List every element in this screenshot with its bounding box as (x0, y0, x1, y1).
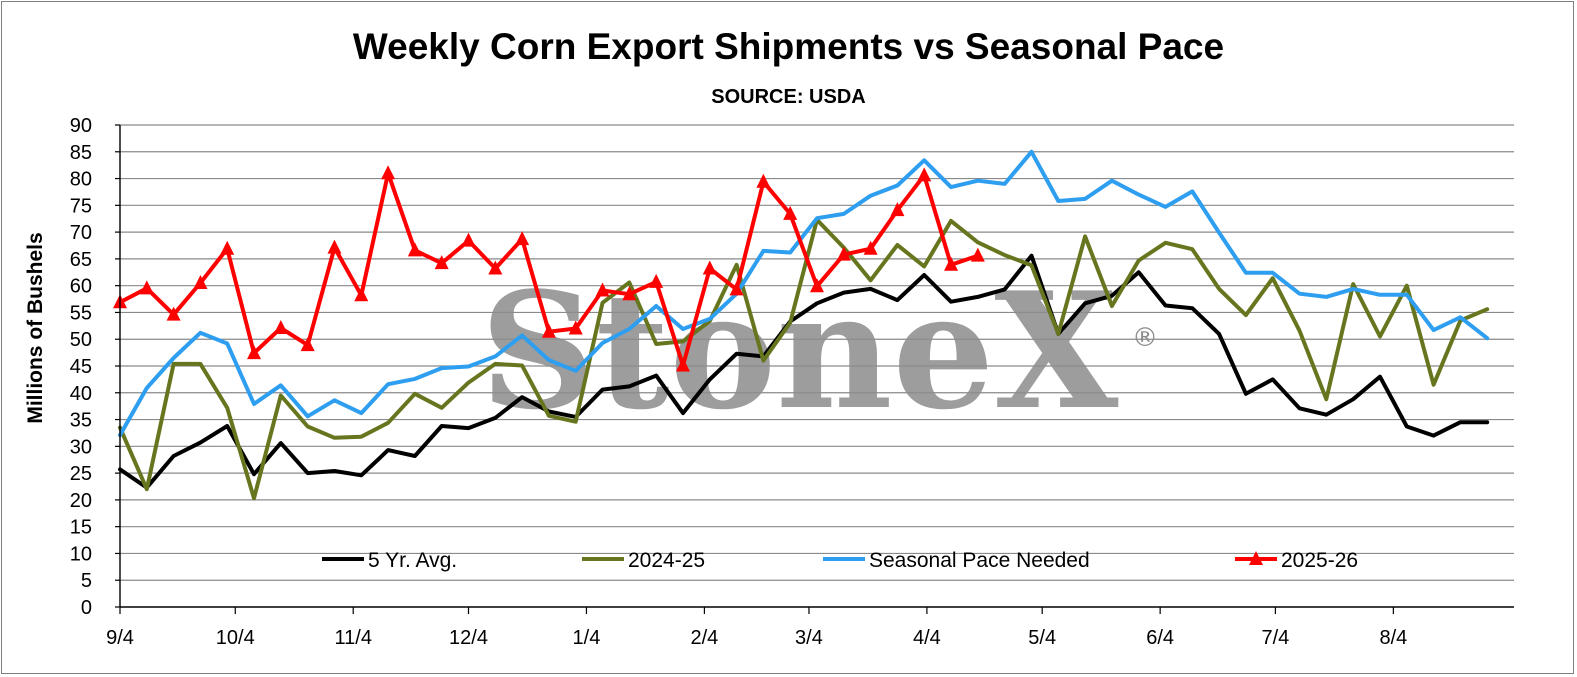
point-2025-26-17 (568, 320, 583, 335)
x-tick-label-4: 1/4 (573, 627, 601, 649)
x-tick-label-8: 5/4 (1028, 627, 1056, 649)
x-tick-label-10: 7/4 (1262, 627, 1290, 649)
legend-label-2024-25: 2024-25 (628, 549, 705, 572)
point-2025-26-10 (381, 165, 396, 180)
x-tick-label-2: 11/4 (335, 627, 372, 649)
legend-label-5-yr-avg: 5 Yr. Avg. (368, 549, 457, 572)
point-2025-26-16 (541, 323, 556, 338)
point-2025-26-15 (515, 231, 530, 246)
x-tick-label-5: 2/4 (691, 627, 719, 649)
y-tick-label-45: 45 (70, 356, 92, 378)
point-2025-26-25 (783, 205, 798, 220)
watermark-registered-symbol: ® (1132, 323, 1158, 353)
point-2025-26-11 (407, 242, 422, 257)
y-tick-label-5: 5 (81, 570, 92, 592)
legend: 5 Yr. Avg. 2024-25 Seasonal Pace Needed 202… (322, 549, 1358, 572)
point-2025-26-26 (810, 278, 824, 293)
x-tick-label-1: 10/4 (216, 627, 255, 649)
y-tick-label-60: 60 (70, 276, 92, 298)
y-tick-label-25: 25 (70, 463, 92, 485)
y-tick-label-55: 55 (70, 302, 92, 324)
y-tick-label-0: 0 (81, 597, 92, 619)
series-group (113, 149, 1490, 501)
legend-item-5-yr-avg: 5 Yr. Avg. (322, 549, 457, 572)
point-2025-26-6 (273, 319, 288, 334)
series-5-yr-avg (118, 253, 1490, 490)
point-2025-26-1 (139, 280, 154, 295)
legend-item-2024-25: 2024-25 (582, 549, 705, 572)
point-2025-26-5 (247, 345, 262, 360)
point-2025-26-30 (917, 167, 932, 182)
point-2025-26-29 (890, 202, 905, 217)
point-2025-26-14 (488, 260, 503, 275)
y-tick-label-75: 75 (70, 195, 92, 217)
x-tick-label-0: 9/4 (106, 627, 134, 649)
y-tick-label-20: 20 (70, 490, 92, 512)
point-2025-26-4 (220, 240, 235, 255)
y-tick-label-90: 90 (70, 115, 92, 137)
series-2025-26 (113, 165, 985, 372)
point-2025-26-8 (327, 239, 342, 254)
point-2025-26-24 (756, 173, 771, 188)
x-tick-label-6: 3/4 (795, 627, 823, 649)
y-axis-ticks: 0 5 10 15 20 25 30 35 40 45 50 55 60 65 70 75 80 85 90 (70, 115, 120, 619)
legend-label-seasonal-pace-needed: Seasonal Pace Needed (869, 549, 1090, 572)
y-tick-label-80: 80 (70, 169, 92, 191)
y-tick-label-15: 15 (70, 517, 92, 539)
point-2025-26-3 (193, 274, 208, 289)
series-seasonal-pace-needed (118, 149, 1490, 438)
point-2025-26-20 (649, 273, 664, 288)
x-tick-label-7: 4/4 (913, 627, 941, 649)
chart-title: Weekly Corn Export Shipments vs Seasonal… (352, 26, 1225, 67)
series-2024-25 (118, 217, 1490, 501)
x-tick-label-11: 8/4 (1379, 627, 1407, 649)
legend-marker-2025-26 (1249, 551, 1263, 565)
point-2025-26-22 (702, 260, 717, 275)
point-2025-26-9 (354, 287, 369, 302)
point-2025-26-23 (729, 281, 744, 296)
point-2025-26-7 (300, 337, 315, 352)
y-tick-label-40: 40 (70, 383, 92, 405)
series-line-seasonal-pace-needed (118, 149, 1490, 438)
point-2025-26-31 (944, 256, 959, 271)
point-2025-26-27 (836, 246, 851, 261)
y-tick-label-30: 30 (70, 436, 92, 458)
y-tick-label-65: 65 (70, 249, 92, 271)
y-tick-label-35: 35 (70, 410, 92, 432)
series-line-5-yr-avg (118, 253, 1490, 490)
legend-item-2025-26: 2025-26 (1235, 549, 1358, 572)
x-tick-label-9: 6/4 (1146, 627, 1174, 649)
point-2025-26-12 (434, 255, 449, 270)
point-2025-26-28 (863, 240, 878, 255)
y-tick-label-50: 50 (70, 329, 92, 351)
y-tick-label-10: 10 (70, 543, 92, 565)
point-2025-26-21 (675, 357, 690, 372)
y-tick-label-70: 70 (70, 222, 92, 244)
legend-item-seasonal-pace-needed: Seasonal Pace Needed (823, 549, 1090, 572)
axes (119, 125, 1514, 608)
point-2025-26-2 (166, 306, 181, 321)
point-2025-26-19 (622, 286, 637, 301)
chart-subtitle: SOURCE: USDA (711, 86, 866, 108)
point-2025-26-13 (461, 232, 476, 247)
y-tick-label-85: 85 (70, 142, 92, 164)
x-axis-ticks: 9/4 10/4 11/4 12/4 1/4 2/4 3/4 4/4 5/4 6/4 7/4 8/4 (106, 607, 1407, 649)
series-line-2024-25 (118, 217, 1490, 501)
point-2025-26-18 (595, 282, 610, 297)
legend-label-2025-26: 2025-26 (1281, 549, 1358, 572)
x-tick-label-3: 12/4 (449, 627, 488, 649)
point-2025-26-32 (970, 247, 985, 262)
